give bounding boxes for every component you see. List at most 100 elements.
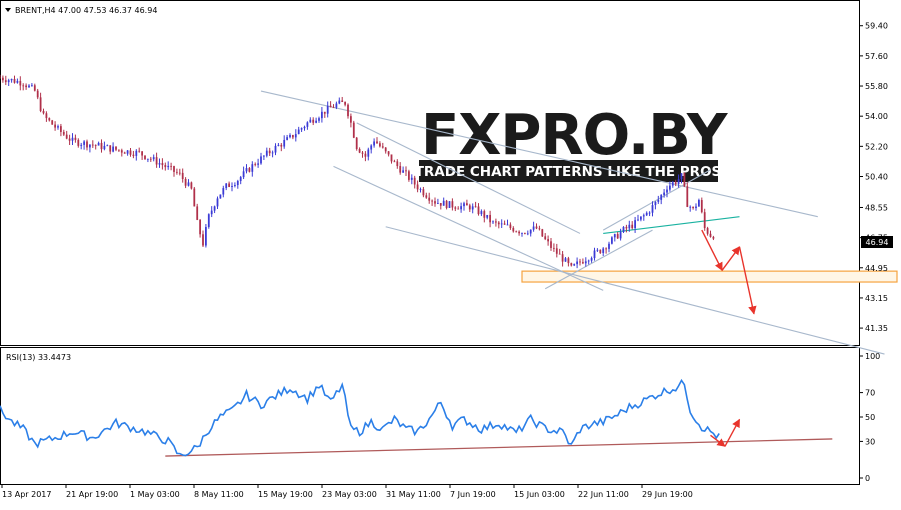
candle: [413, 175, 416, 189]
candle: [271, 150, 274, 158]
candle: [416, 180, 419, 193]
candle: [518, 230, 520, 236]
candle: [7, 78, 10, 87]
candle: [147, 158, 149, 163]
candle: [109, 145, 112, 155]
candle: [384, 147, 387, 154]
candle: [306, 121, 309, 130]
time-tick-label: 8 May 11:00: [194, 490, 244, 499]
candle: [515, 230, 518, 233]
candle: [57, 124, 59, 130]
candle: [260, 152, 262, 165]
candle: [4, 75, 7, 86]
rsi-forecast-arrow: [724, 418, 741, 447]
candle: [33, 83, 36, 92]
rsi-line: [0, 378, 720, 457]
candle: [663, 189, 665, 198]
candle: [303, 125, 306, 131]
candle: [344, 101, 346, 107]
candle: [611, 236, 613, 245]
rising-channel-bottom-line: [544, 229, 653, 290]
candle: [199, 219, 201, 238]
candle: [512, 226, 515, 233]
price-tick-label: 54.00: [865, 112, 888, 121]
candle: [245, 164, 248, 174]
candle: [428, 192, 431, 204]
candle: [648, 211, 651, 217]
upper-channel-line: [260, 90, 818, 218]
candle: [628, 220, 631, 232]
candle: [529, 229, 532, 237]
candle: [254, 162, 257, 167]
candle: [51, 119, 54, 125]
rising-channel-top-line: [602, 169, 711, 231]
candle: [666, 185, 668, 198]
candle: [115, 146, 117, 152]
candle: [445, 199, 448, 210]
candle: [492, 220, 494, 225]
time-tick-label: 21 Apr 19:00: [66, 490, 118, 499]
price-tick-label: 43.15: [865, 294, 888, 303]
candle: [683, 172, 686, 187]
candle: [341, 96, 344, 103]
rsi-tick-label: 0: [865, 474, 870, 483]
candle: [286, 134, 288, 141]
candle: [129, 148, 132, 157]
candle: [524, 232, 526, 235]
candle: [86, 139, 88, 151]
rsi-forecast-arrow: [710, 434, 726, 447]
candle: [97, 141, 100, 146]
triangle-down-icon[interactable]: [5, 8, 11, 12]
candle: [251, 161, 254, 177]
candle: [619, 228, 622, 241]
candle: [338, 97, 341, 105]
candle: [312, 117, 315, 126]
candle: [579, 258, 581, 266]
time-tick-label: 13 Apr 2017: [2, 490, 51, 499]
candle: [640, 216, 642, 222]
candle: [561, 251, 564, 267]
candle: [167, 161, 170, 170]
candle: [497, 221, 500, 229]
candle: [410, 174, 413, 185]
candle: [712, 235, 715, 241]
candle: [292, 134, 294, 140]
watermark-tagline: TRADE CHART PATTERNS LIKE THE PROS: [415, 164, 722, 180]
rsi-trendline: [165, 438, 833, 457]
candle: [544, 233, 547, 241]
candle: [631, 221, 634, 230]
candle: [558, 248, 561, 255]
candle: [236, 179, 239, 189]
candle: [500, 219, 503, 229]
candle: [642, 213, 645, 221]
candle: [437, 198, 439, 205]
fxpro-watermark-logo: FXPRO.BY TRADE CHART PATTERNS LIKE THE P…: [415, 101, 730, 182]
candle: [164, 162, 167, 171]
candle: [71, 133, 74, 146]
candle: [65, 130, 68, 140]
candle: [219, 194, 222, 199]
candle: [654, 201, 657, 210]
candle: [355, 136, 358, 151]
candle: [170, 162, 172, 171]
candle: [210, 206, 213, 218]
candle: [457, 206, 460, 210]
candle: [489, 210, 491, 228]
candle: [709, 230, 712, 238]
lower-channel-line: [385, 226, 885, 355]
rsi-tick-label: 30: [865, 437, 875, 446]
time-tick-label: 23 May 03:00: [322, 490, 377, 499]
candle: [132, 150, 135, 159]
candle: [376, 137, 378, 144]
candle: [471, 203, 474, 214]
candle: [396, 159, 399, 169]
candle: [0, 74, 1, 79]
candle: [451, 198, 454, 211]
candle: [196, 203, 199, 221]
candle: [54, 121, 56, 131]
candle: [602, 247, 605, 256]
candle: [263, 155, 265, 160]
price-tick-label: 41.35: [865, 324, 888, 333]
